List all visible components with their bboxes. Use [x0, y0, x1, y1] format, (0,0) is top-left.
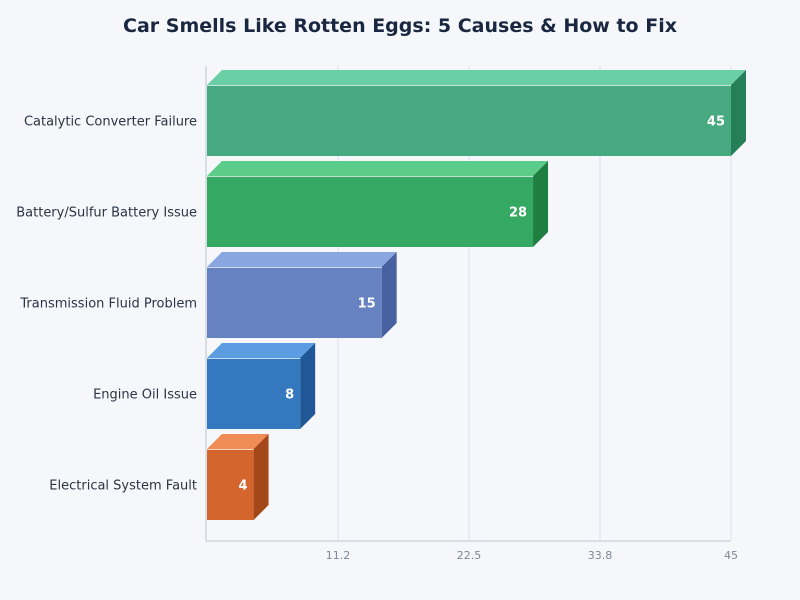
x-tick-label: 11.2	[326, 549, 351, 562]
bar-group: 8	[207, 343, 316, 429]
chart-title: Car Smells Like Rotten Eggs: 5 Causes & …	[123, 15, 677, 37]
category-label: Catalytic Converter Failure	[24, 115, 197, 130]
bar	[207, 176, 534, 247]
bar-top-face	[207, 70, 746, 85]
x-tick-label: 22.5	[457, 549, 482, 562]
bar-side-face	[381, 252, 397, 338]
x-tick-label: 45	[724, 549, 738, 562]
category-label: Engine Oil Issue	[93, 388, 197, 403]
bar-top-face	[207, 252, 397, 267]
data-label: 8	[285, 388, 294, 403]
category-label: Electrical System Fault	[49, 479, 197, 494]
category-label: Battery/Sulfur Battery Issue	[16, 206, 197, 221]
bar-group: 4	[207, 434, 269, 520]
bar-group: 15	[207, 252, 397, 338]
bar	[207, 267, 382, 338]
bar-side-face	[253, 434, 269, 520]
data-label: 4	[239, 479, 248, 494]
bar-group: 28	[207, 161, 549, 247]
data-label: 15	[358, 297, 376, 312]
bar	[207, 449, 254, 520]
bar	[207, 85, 731, 156]
bar-top-face	[207, 434, 269, 449]
category-label: Transmission Fluid Problem	[19, 297, 197, 312]
bar-side-face	[533, 161, 549, 247]
data-label: 45	[707, 115, 725, 130]
bar-top-face	[207, 343, 316, 358]
bar	[207, 358, 301, 429]
bar-group: 45	[207, 70, 746, 156]
bar-side-face	[300, 343, 316, 429]
x-tick-label: 33.8	[588, 549, 613, 562]
bar-side-face	[731, 70, 746, 156]
data-label: 28	[509, 206, 527, 221]
bar-top-face	[207, 161, 549, 176]
